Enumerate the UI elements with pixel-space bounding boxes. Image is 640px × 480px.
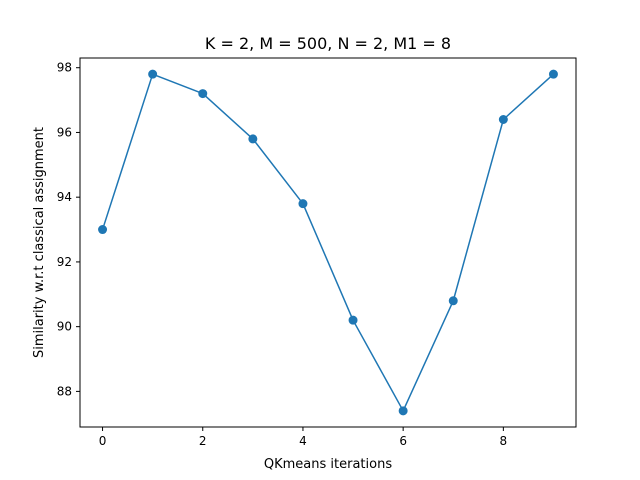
series-line bbox=[101, 73, 554, 412]
y-tick-label: 96 bbox=[57, 125, 72, 139]
chart-title: K = 2, M = 500, N = 2, M1 = 8 bbox=[205, 34, 451, 53]
data-point bbox=[348, 315, 358, 325]
y-tick-label: 98 bbox=[57, 61, 72, 75]
axes-frame bbox=[79, 57, 577, 428]
data-point bbox=[548, 69, 558, 79]
y-tick-label: 88 bbox=[57, 384, 72, 398]
y-tick-label: 90 bbox=[57, 320, 72, 334]
data-point bbox=[398, 406, 408, 416]
y-tick-label: 92 bbox=[57, 255, 72, 269]
y-axis-label: Similarity w.r.t classical assignment bbox=[32, 127, 47, 358]
series-layer bbox=[98, 69, 558, 416]
y-tick-label: 94 bbox=[57, 190, 72, 204]
x-tick-label: 0 bbox=[99, 434, 107, 448]
x-tick-label: 8 bbox=[500, 434, 508, 448]
data-point bbox=[248, 134, 258, 144]
y-axis-ticks: 88 90 92 94 96 98 bbox=[57, 61, 80, 398]
data-point bbox=[148, 69, 158, 79]
x-axis-ticks: 0 2 4 6 8 bbox=[99, 427, 507, 448]
data-point bbox=[198, 89, 208, 99]
plot-area bbox=[79, 57, 577, 428]
x-axis-label: QKmeans iterations bbox=[264, 457, 392, 472]
x-tick-label: 6 bbox=[399, 434, 407, 448]
x-tick-label: 4 bbox=[299, 434, 307, 448]
data-point bbox=[298, 199, 308, 209]
data-point bbox=[498, 115, 508, 124]
x-tick-label: 2 bbox=[199, 434, 207, 448]
data-point bbox=[448, 296, 458, 306]
data-point bbox=[98, 225, 108, 235]
